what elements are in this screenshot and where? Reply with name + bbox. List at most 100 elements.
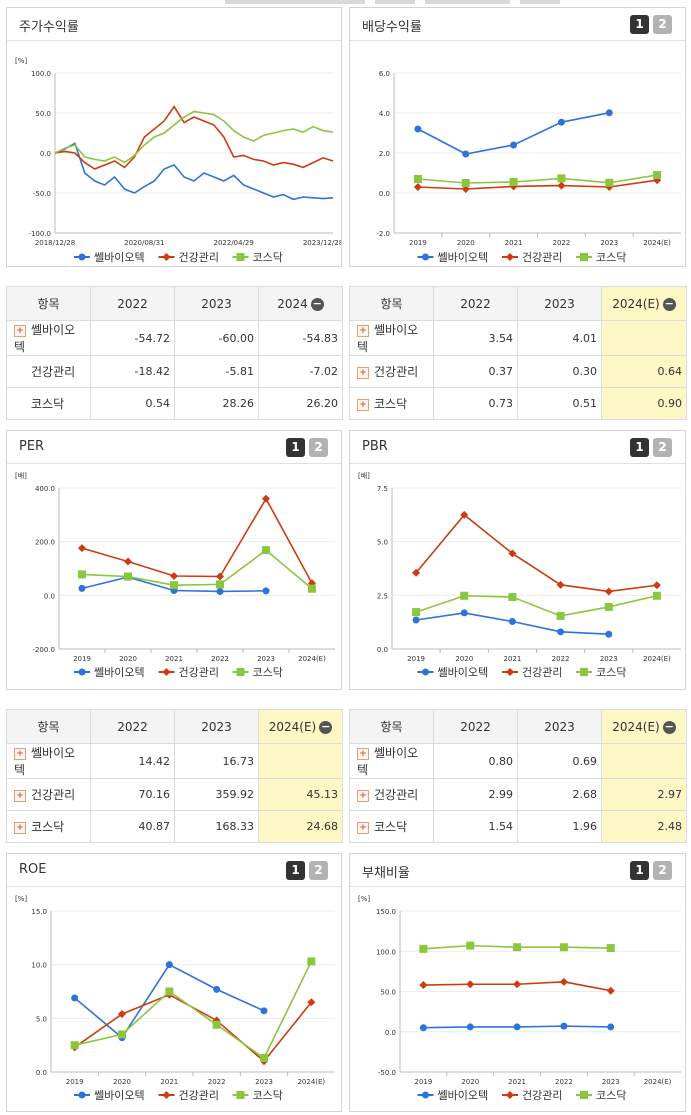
row-label: + 건강관리 (6, 778, 91, 811)
data-point (462, 150, 470, 158)
panel-title: ROE (19, 862, 47, 877)
expand-icon[interactable]: + (357, 324, 369, 337)
dividend-yield-panel: 배당수익률 1 2 6.0 4.0 2.0 0.0 -2.0 2019 2020 2021 20… (349, 7, 686, 267)
view-1-button[interactable]: 1 (630, 861, 649, 880)
data-point (506, 668, 514, 676)
col-header: 2022 (90, 709, 175, 744)
tab-stub[interactable] (425, 0, 510, 4)
col-header-label: 2024(E) (268, 719, 317, 734)
collapse-icon[interactable]: − (319, 719, 333, 734)
y-tick-label: 5.0 (377, 539, 388, 547)
collapse-icon[interactable]: − (662, 719, 676, 734)
table-cell: 2.99 (433, 778, 518, 811)
table-cell: -18.42 (90, 355, 175, 388)
data-point (606, 944, 615, 953)
row-label-text: 쎌바이오텍 (357, 323, 419, 354)
view-2-button[interactable]: 2 (309, 861, 328, 880)
series-line (415, 513, 658, 593)
col-header: 2024(E) − (258, 709, 343, 744)
roe-panel: ROE 1 2 [%] 15.0 10.0 5.0 0.0 2019 2020 2021 202… (6, 853, 342, 1112)
view-1-button[interactable]: 1 (630, 438, 649, 457)
data-point (580, 668, 588, 676)
data-point (307, 998, 316, 1007)
expand-icon[interactable]: + (357, 747, 369, 760)
data-point (165, 987, 174, 996)
collapse-icon[interactable]: − (662, 296, 676, 311)
tab-stub[interactable] (520, 0, 560, 4)
x-tick-label: 2018/12/28 (35, 239, 75, 247)
per-table: 항목 2022 2023 2024(E) − + 쎌바이오텍 14.42 16.73… (6, 709, 343, 843)
data-point (419, 981, 428, 990)
x-tick-label: 2024(E) (643, 655, 671, 663)
view-1-button[interactable]: 1 (286, 861, 305, 880)
series-line (81, 549, 313, 590)
legend-label: 쎌바이오텍 (94, 666, 145, 679)
data-point (652, 591, 661, 600)
expand-icon[interactable]: + (357, 366, 369, 379)
table-cell: -5.81 (174, 355, 259, 388)
legend-label: 코스닥 (596, 1089, 626, 1102)
expand-icon[interactable]: + (14, 324, 26, 337)
col-header: 2023 (517, 709, 602, 744)
panel-title: 배당수익률 (362, 20, 422, 35)
data-point (236, 668, 245, 676)
table-cell: -54.83 (258, 320, 343, 356)
col-header: 2024(E) − (601, 286, 687, 321)
panel-title: PER (19, 439, 45, 454)
data-point (557, 181, 566, 190)
row-label: + 코스닥 (6, 810, 91, 843)
expand-icon[interactable]: + (14, 789, 26, 802)
legend-label: 쎌바이오텍 (94, 251, 145, 264)
data-point (260, 1007, 268, 1015)
expand-icon[interactable]: + (14, 821, 26, 834)
data-point (508, 593, 517, 602)
view-1-button[interactable]: 1 (630, 15, 649, 34)
col-header: 항목 (349, 709, 434, 744)
view-2-button[interactable]: 2 (309, 438, 328, 457)
col-header: 항목 (6, 709, 91, 744)
table-cell: 26.20 (258, 387, 343, 420)
data-point (422, 668, 429, 676)
row-label-text: 건강관리 (31, 788, 76, 802)
panel-title: 부채비율 (362, 866, 410, 881)
legend-label: 건강관리 (179, 666, 219, 679)
expand-icon[interactable]: + (14, 747, 26, 760)
data-point (508, 618, 516, 626)
data-point (510, 141, 518, 149)
data-point (556, 611, 565, 620)
view-1-button[interactable]: 1 (286, 438, 305, 457)
y-tick-label: 4.0 (379, 110, 390, 118)
col-header: 2022 (433, 709, 518, 744)
legend-label: 건강관리 (179, 251, 219, 264)
y-tick-label: 50.0 (380, 989, 396, 997)
x-tick-label: 2024(E) (644, 1078, 672, 1086)
row-label: + 쎌바이오텍 (6, 743, 91, 779)
x-tick-label: 2022 (555, 1078, 573, 1086)
table-cell: 0.51 (517, 387, 602, 420)
data-point (604, 587, 613, 596)
view-2-button[interactable]: 2 (653, 861, 672, 880)
y-tick-label: -200.0 (32, 646, 55, 654)
tab-stub[interactable] (225, 0, 365, 4)
x-tick-label: 2021 (160, 1078, 178, 1086)
expand-icon[interactable]: + (357, 821, 369, 834)
view-2-button[interactable]: 2 (653, 438, 672, 457)
legend-label: 코스닥 (253, 666, 283, 679)
data-point (236, 253, 245, 261)
data-point (162, 668, 171, 676)
collapse-icon[interactable]: − (310, 296, 324, 311)
x-tick-label: 2023/12/28 (303, 239, 341, 247)
table-row: 코스닥 0.54 28.26 26.20 (6, 387, 343, 420)
view-2-button[interactable]: 2 (653, 15, 672, 34)
data-point (170, 572, 178, 581)
expand-icon[interactable]: + (357, 789, 369, 802)
table-cell: -60.00 (174, 320, 259, 356)
table-row: + 건강관리 2.99 2.68 2.97 (349, 778, 687, 811)
data-point (262, 587, 270, 595)
tab-stub[interactable] (375, 0, 415, 4)
expand-icon[interactable]: + (357, 398, 369, 411)
series-line (415, 594, 658, 617)
debt-ratio-panel: 부채비율 1 2 [%] 150.0 100.0 50.0 0.0 -50.0 2019 20… (349, 853, 686, 1112)
y-tick-label: -50.0 (33, 190, 51, 198)
data-point (557, 118, 565, 126)
